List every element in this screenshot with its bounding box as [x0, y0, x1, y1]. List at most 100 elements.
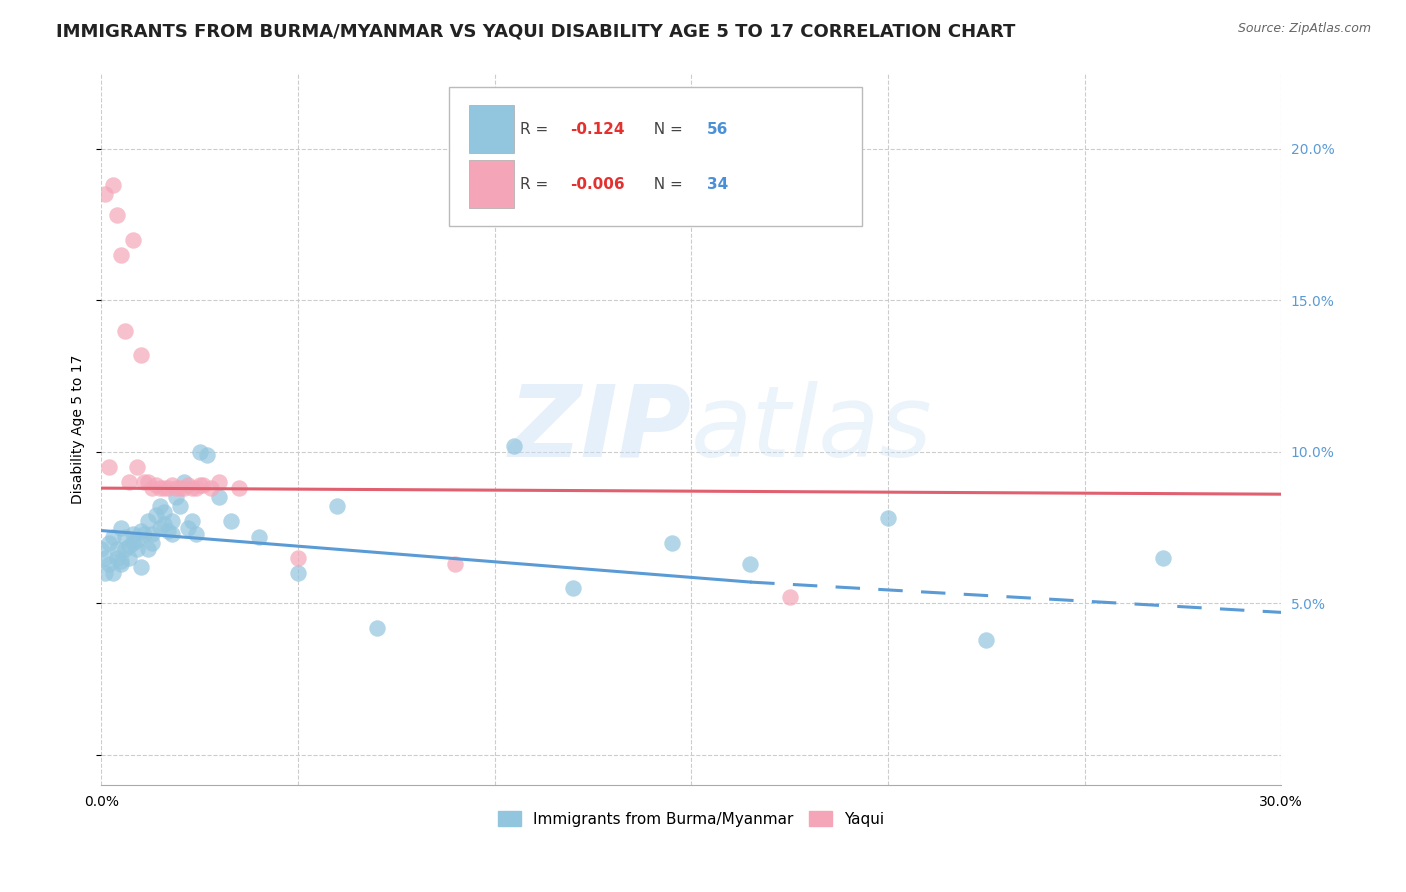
Point — [110, 248, 132, 262]
FancyBboxPatch shape — [470, 160, 515, 208]
Point — [98, 459, 121, 474]
Point — [98, 535, 121, 549]
Point — [105, 550, 128, 565]
Point — [1152, 550, 1174, 565]
Point — [326, 500, 349, 514]
Point — [138, 475, 160, 489]
Point — [101, 178, 124, 193]
Point — [134, 475, 156, 489]
Point — [98, 557, 121, 571]
Point — [121, 526, 143, 541]
Point — [177, 478, 200, 492]
Point — [169, 500, 191, 514]
Point — [129, 524, 152, 538]
Point — [134, 526, 156, 541]
Point — [184, 481, 207, 495]
Text: -0.006: -0.006 — [569, 177, 624, 192]
Point — [125, 541, 148, 556]
Text: N =: N = — [644, 177, 688, 192]
Point — [444, 557, 467, 571]
Point — [177, 520, 200, 534]
Point — [160, 478, 183, 492]
Point — [180, 515, 202, 529]
Point — [180, 481, 202, 495]
Point — [101, 530, 124, 544]
Point — [188, 444, 211, 458]
Point — [974, 632, 997, 647]
Point — [503, 439, 526, 453]
Point — [138, 541, 160, 556]
Point — [287, 550, 309, 565]
Point — [125, 533, 148, 547]
Point — [157, 524, 180, 538]
Text: 34: 34 — [707, 177, 728, 192]
Point — [153, 481, 176, 495]
Text: Source: ZipAtlas.com: Source: ZipAtlas.com — [1237, 22, 1371, 36]
Text: N =: N = — [644, 121, 688, 136]
Point — [228, 481, 250, 495]
Point — [121, 535, 143, 549]
Point — [149, 481, 172, 495]
Point — [184, 526, 207, 541]
Point — [129, 348, 152, 362]
Point — [141, 526, 163, 541]
Point — [101, 566, 124, 580]
Point — [247, 530, 270, 544]
Point — [141, 535, 163, 549]
Point — [188, 478, 211, 492]
Point — [110, 557, 132, 571]
Point — [366, 620, 388, 634]
Point — [114, 324, 136, 338]
Text: -0.124: -0.124 — [569, 121, 624, 136]
Point — [149, 520, 172, 534]
Point — [105, 208, 128, 222]
Y-axis label: Disability Age 5 to 17: Disability Age 5 to 17 — [72, 354, 86, 504]
Text: ZIP: ZIP — [508, 381, 692, 477]
Point — [173, 475, 195, 489]
Point — [165, 490, 187, 504]
Point — [145, 478, 167, 492]
Point — [94, 187, 117, 202]
Point — [145, 508, 167, 523]
Point — [661, 535, 683, 549]
Point — [118, 550, 141, 565]
Point — [193, 478, 215, 492]
Point — [94, 566, 117, 580]
Text: R =: R = — [520, 177, 553, 192]
Point — [141, 481, 163, 495]
Point — [121, 233, 143, 247]
Point — [110, 554, 132, 568]
Point — [160, 515, 183, 529]
Point — [94, 550, 117, 565]
Point — [740, 557, 762, 571]
Point — [208, 490, 231, 504]
Legend: Immigrants from Burma/Myanmar, Yaqui: Immigrants from Burma/Myanmar, Yaqui — [491, 803, 891, 834]
Point — [287, 566, 309, 580]
Point — [219, 515, 242, 529]
Point — [114, 530, 136, 544]
Point — [105, 541, 128, 556]
FancyBboxPatch shape — [450, 87, 862, 226]
Point — [157, 481, 180, 495]
Point — [562, 581, 585, 595]
Point — [165, 481, 187, 495]
Point — [169, 481, 191, 495]
Point — [149, 500, 172, 514]
Text: atlas: atlas — [692, 381, 932, 477]
Point — [118, 475, 141, 489]
Point — [197, 448, 219, 462]
Point — [876, 511, 898, 525]
Point — [125, 459, 148, 474]
Point — [118, 539, 141, 553]
Point — [129, 560, 152, 574]
Point — [138, 515, 160, 529]
Point — [90, 541, 112, 556]
Point — [160, 526, 183, 541]
Point — [173, 481, 195, 495]
Point — [153, 505, 176, 519]
Point — [208, 475, 231, 489]
Point — [110, 520, 132, 534]
Point — [779, 591, 801, 605]
Text: IMMIGRANTS FROM BURMA/MYANMAR VS YAQUI DISABILITY AGE 5 TO 17 CORRELATION CHART: IMMIGRANTS FROM BURMA/MYANMAR VS YAQUI D… — [56, 22, 1015, 40]
Point — [200, 481, 222, 495]
